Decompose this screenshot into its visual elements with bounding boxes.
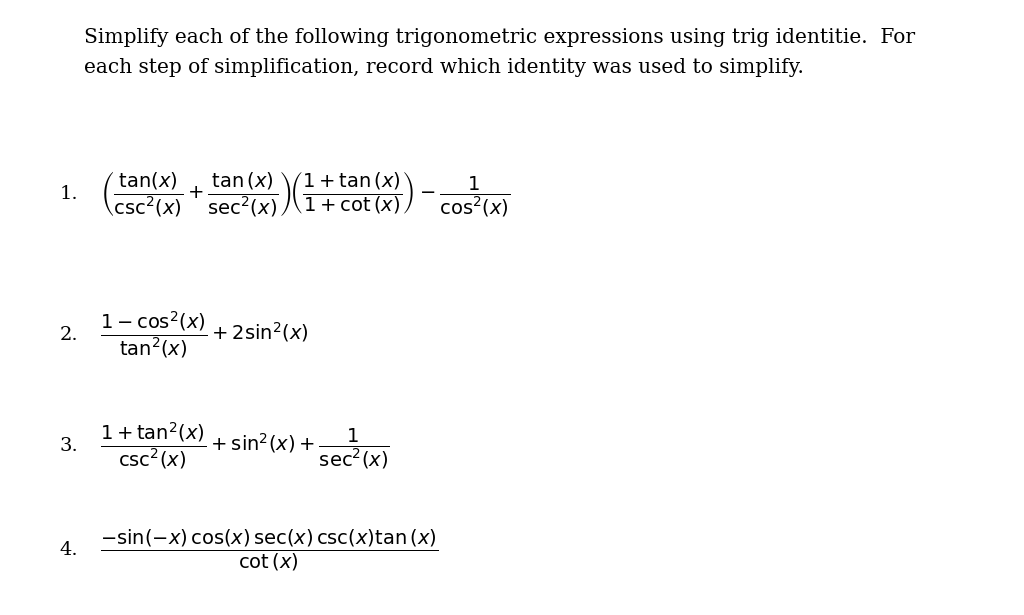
Text: 3.: 3.	[59, 437, 78, 455]
Text: $\left(\dfrac{\mathrm{tan}(x)}{\mathrm{csc}^2(x)}+\dfrac{\mathrm{tan}\,(x)}{\mat: $\left(\dfrac{\mathrm{tan}(x)}{\mathrm{c…	[100, 169, 511, 218]
Text: Simplify each of the following trigonometric expressions using trig identitie.  : Simplify each of the following trigonome…	[84, 28, 915, 47]
Text: 2.: 2.	[59, 326, 78, 344]
Text: 4.: 4.	[59, 541, 78, 560]
Text: $\dfrac{1-\mathrm{cos}^2(x)}{\mathrm{tan}^2(x)}+2\mathrm{sin}^2(x)$: $\dfrac{1-\mathrm{cos}^2(x)}{\mathrm{tan…	[100, 310, 309, 360]
Text: $\dfrac{-\mathrm{sin}(-x)\,\mathrm{cos}(x)\,\mathrm{sec}(x)\,\mathrm{csc}(x)\mat: $\dfrac{-\mathrm{sin}(-x)\,\mathrm{cos}(…	[100, 528, 438, 573]
Text: $\dfrac{1+\mathrm{tan}^2(x)}{\mathrm{csc}^2(x)}+\mathrm{sin}^2(x)+\dfrac{1}{\mat: $\dfrac{1+\mathrm{tan}^2(x)}{\mathrm{csc…	[100, 421, 390, 471]
Text: 1.: 1.	[59, 184, 78, 203]
Text: each step of simplification, record which identity was used to simplify.: each step of simplification, record whic…	[84, 58, 804, 77]
